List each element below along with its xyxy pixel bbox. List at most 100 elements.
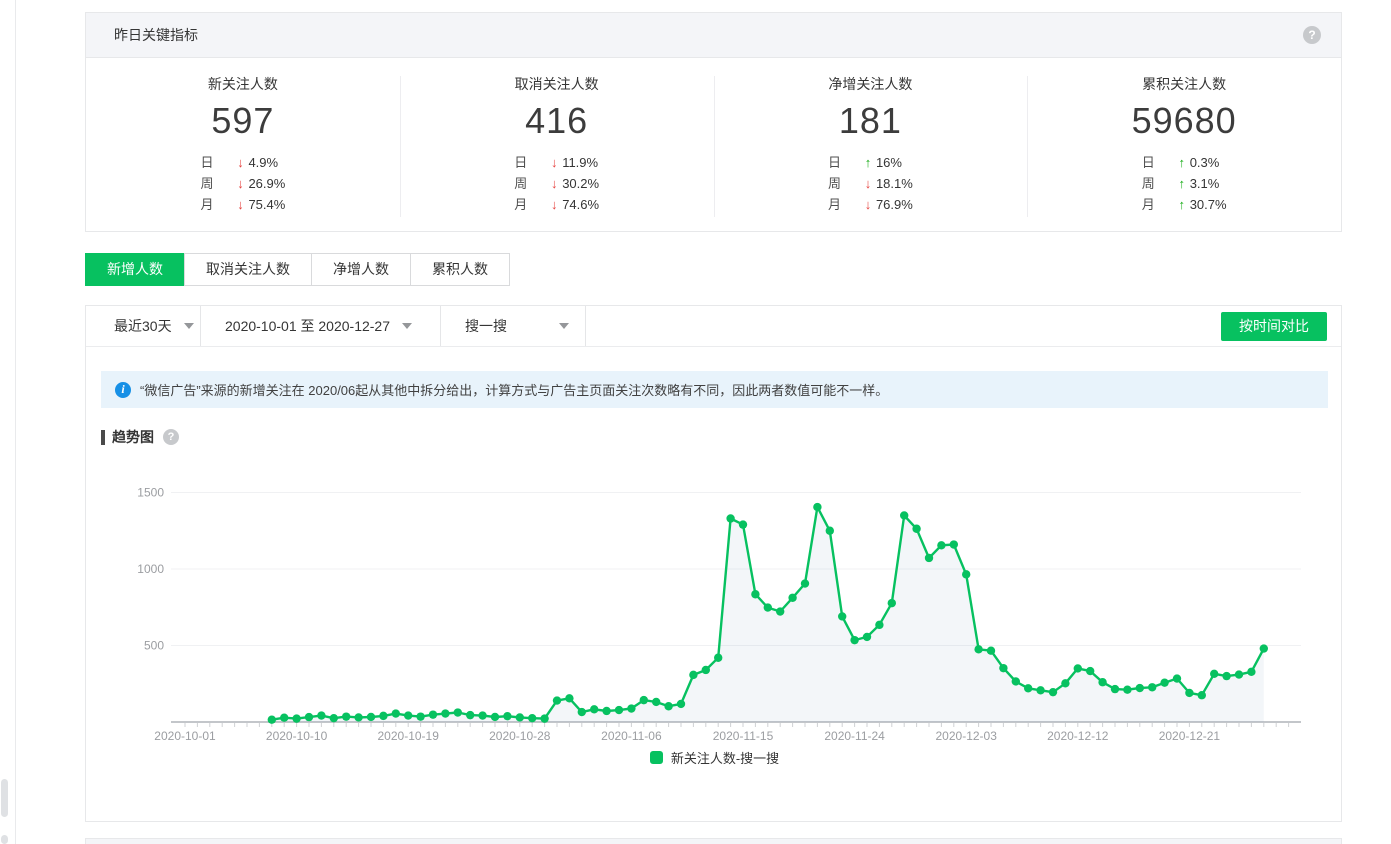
help-icon[interactable]: ?: [1303, 26, 1321, 44]
data-point: [850, 635, 859, 645]
data-point: [1073, 664, 1082, 673]
compare-by-time-button[interactable]: 按时间对比: [1221, 311, 1327, 341]
metric-tabs: 新增人数 取消关注人数 净增人数 累积人数: [85, 253, 510, 286]
kpi-change-row: 周 ↑ 3.1%: [1142, 173, 1227, 194]
change-percent: 75.4%: [248, 197, 286, 212]
kpi-metric: 净增关注人数 181 日 ↑ 16% 周 ↓ 18.1% 月 ↓ 76.9%: [713, 58, 1028, 231]
notice-text: “微信广告”来源的新增关注在 2020/06起从其他中拆分给出，计算方式与广告主…: [140, 383, 889, 398]
data-point: [714, 653, 723, 662]
scrollbar-thumb[interactable]: [1, 779, 8, 817]
down-arrow-icon: ↓: [864, 197, 872, 212]
data-point: [404, 711, 413, 720]
data-point: [1110, 684, 1120, 694]
data-point: [900, 511, 909, 520]
data-point: [986, 646, 996, 655]
data-point: [1259, 644, 1269, 653]
data-point: [614, 705, 624, 715]
data-point: [540, 714, 549, 723]
data-point: [962, 570, 971, 579]
data-point: [478, 711, 487, 720]
filter-spacer: [586, 306, 1221, 346]
kpi-change-row: 月 ↓ 76.9%: [828, 194, 913, 215]
data-point: [912, 524, 921, 533]
period-label: 周: [827, 176, 841, 191]
data-point: [329, 713, 338, 723]
data-point: [1011, 677, 1020, 686]
data-point: [949, 540, 958, 549]
trend-title: 趋势图: [112, 429, 154, 445]
date-range-value: 2020-10-01 至 2020-12-27: [225, 318, 391, 334]
kpi-change-row: 日 ↓ 11.9%: [514, 152, 599, 173]
data-point: [1061, 679, 1070, 688]
x-axis-label: 2020-11-24: [824, 729, 885, 743]
date-range-dropdown[interactable]: 2020-10-01 至 2020-12-27: [201, 306, 441, 346]
data-point: [416, 712, 425, 721]
tab-累积人数[interactable]: 累积人数: [410, 253, 510, 286]
data-point: [1222, 671, 1231, 681]
data-point: [862, 632, 872, 642]
data-point: [776, 607, 785, 616]
period-label: 日: [200, 155, 214, 170]
data-point: [441, 709, 450, 718]
kpi-card-title: 昨日关键指标: [114, 27, 198, 43]
data-point: [1123, 685, 1132, 694]
data-point: [738, 520, 748, 529]
data-point: [528, 713, 537, 723]
period-label: 日: [1141, 155, 1155, 170]
change-percent: 0.3%: [1189, 155, 1220, 170]
kpi-card-header: 昨日关键指标 ?: [86, 13, 1341, 58]
kpi-change-row: 周 ↓ 26.9%: [200, 173, 285, 194]
source-dropdown[interactable]: 搜一搜: [441, 306, 586, 346]
kpi-change-row: 周 ↓ 30.2%: [514, 173, 599, 194]
trend-chart-svg: 500 1000 1500 2020-10-01 2020-10-10 2020-10-1…: [137, 486, 1301, 743]
kpi-metric: 新关注人数 597 日 ↓ 4.9% 周 ↓ 26.9% 月 ↓ 75.4%: [86, 58, 400, 231]
period-label: 月: [514, 197, 528, 212]
change-percent: 4.9%: [248, 155, 279, 170]
kpi-change-list: 日 ↓ 4.9% 周 ↓ 26.9% 月 ↓ 75.4%: [200, 152, 285, 215]
data-point: [1247, 667, 1256, 677]
down-arrow-icon: ↓: [550, 155, 558, 170]
legend-label: 新关注人数-搜一搜: [670, 751, 780, 766]
period-label: 日: [514, 155, 528, 170]
data-point: [490, 712, 500, 722]
kpi-metric-label: 净增关注人数: [828, 76, 913, 92]
data-point: [999, 663, 1008, 673]
x-axis-label: 2020-11-15: [713, 729, 774, 743]
date-preset-dropdown[interactable]: 最近30天: [86, 306, 201, 346]
data-point: [453, 708, 462, 717]
data-point: [379, 711, 388, 721]
tab-新增人数[interactable]: 新增人数: [85, 253, 185, 286]
data-point: [317, 711, 326, 720]
notice-banner: i “微信广告”来源的新增关注在 2020/06起从其他中拆分给出，计算方式与广…: [101, 371, 1328, 408]
kpi-metrics: 新关注人数 597 日 ↓ 4.9% 周 ↓ 26.9% 月 ↓ 75.4% 取…: [86, 58, 1341, 231]
data-point: [924, 553, 934, 563]
data-point: [267, 715, 276, 724]
scrollbar-thumb[interactable]: [1, 835, 8, 844]
data-point: [788, 593, 797, 602]
chart-legend[interactable]: 新关注人数-搜一搜: [86, 748, 1343, 767]
tab-取消关注人数[interactable]: 取消关注人数: [184, 253, 312, 286]
filter-row: 最近30天 2020-10-01 至 2020-12-27 搜一搜 按时间对比: [86, 306, 1341, 347]
data-point: [689, 670, 698, 680]
tab-净增人数[interactable]: 净增人数: [311, 253, 411, 286]
x-axis-label: 2020-11-06: [601, 729, 662, 743]
data-point: [887, 598, 896, 608]
kpi-metric: 取消关注人数 416 日 ↓ 11.9% 周 ↓ 30.2% 月 ↓ 74.6%: [399, 58, 714, 231]
kpi-metric-value: 416: [525, 100, 589, 141]
trend-section-header: 趋势图 ?: [101, 427, 179, 447]
data-point: [1135, 683, 1145, 693]
data-point: [1172, 674, 1182, 683]
help-icon[interactable]: ?: [163, 429, 179, 445]
data-point: [292, 714, 301, 723]
up-arrow-icon: ↑: [1178, 155, 1185, 170]
y-axis-label: 1500: [137, 486, 164, 500]
x-axis-label: 2020-12-21: [1159, 729, 1221, 743]
data-point: [354, 713, 363, 722]
kpi-metric-value: 181: [838, 100, 902, 141]
period-label: 月: [200, 197, 214, 212]
data-point: [515, 713, 524, 722]
data-point: [664, 702, 673, 711]
period-label: 周: [1141, 176, 1155, 191]
next-section-header: [85, 838, 1342, 844]
